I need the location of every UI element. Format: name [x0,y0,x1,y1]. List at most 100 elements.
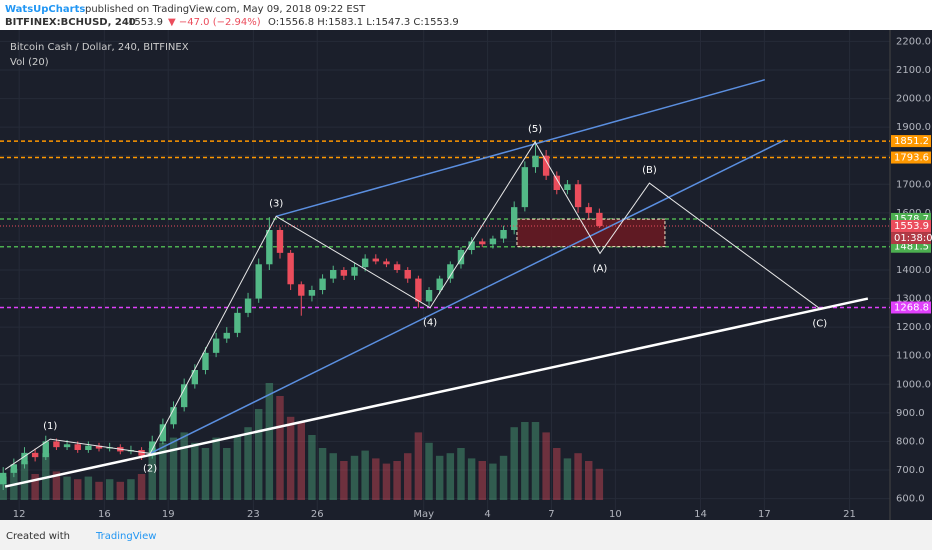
volume-bar [105,479,114,500]
candle-body [74,444,81,450]
volume-bar [20,461,29,500]
candle-body [202,352,209,370]
candle-body [479,241,486,245]
author[interactable]: WatsUpCharts [5,4,85,15]
x-tick-label: May [413,509,434,520]
candle-body [42,441,49,458]
volume-bar [276,396,284,500]
candle-body [542,155,550,176]
volume-bar [52,471,61,500]
y-tick-label: 600.0 [896,494,925,505]
y-tick-label: 1400.0 [896,265,931,276]
level-label: 1268.8 [894,302,929,313]
volume-bar [393,461,401,500]
candle-body [393,264,401,270]
level-label-bg [891,151,931,164]
y-tick-label: 2100.0 [896,65,931,76]
candle-body [436,278,443,290]
y-tick-label: 700.0 [896,465,925,476]
volume-bar [244,427,252,500]
volume-bar [159,442,167,500]
x-tick-label: 16 [98,509,111,520]
volume-bar [63,476,71,500]
volume-bar [478,461,486,500]
volume-bar [201,448,210,500]
last-price-label-bg [891,220,931,233]
candle-body [170,407,177,425]
volume-bar [233,435,242,500]
volume-bar [361,450,369,500]
volume-bar [297,422,306,500]
y-tick-label: 2200.0 [896,36,931,47]
x-tick-label: 23 [247,509,260,520]
candle-body [95,445,103,449]
volume-bar [116,481,125,500]
symbol: BITFINEX:BCHUSD, 240 [5,17,136,28]
volume-bar [595,468,604,500]
candle-body [138,450,145,456]
candle-body [340,270,348,276]
y-tick-label: 800.0 [896,436,925,447]
volume-bar [265,383,274,500]
volume-bar [329,453,337,500]
candle-body [287,252,294,285]
trendline [4,297,869,488]
volume-bar [212,437,220,500]
chart-bg [0,30,932,520]
candle-body [383,261,390,265]
volume-bar [382,463,391,500]
candle-body [532,155,539,168]
volume-bar [73,479,82,500]
volume-bar [308,435,316,500]
candle-body [415,278,422,302]
volume-bar [499,455,508,500]
candle-body [330,270,337,279]
volume-bar [467,458,476,500]
volume-bar [531,422,540,500]
volume-bar [191,442,199,500]
wave-label: (C) [812,319,827,330]
candle-body [585,207,592,213]
volume-bar [489,463,497,500]
x-tick-label: 7 [548,509,554,520]
footer-bar [0,520,932,550]
footer-brand[interactable]: TradingView [95,531,156,542]
candle-body [511,207,518,230]
level-label-bg [891,135,931,148]
candle-body [31,452,39,458]
wave-label: (5) [528,124,542,135]
candle-body [159,424,167,442]
volume-bar [553,448,561,500]
wave-path [4,141,821,470]
candle-body [244,298,252,313]
x-tick-label: 17 [758,509,771,520]
candle-body [425,290,433,302]
footer-created: Created with [6,531,70,542]
volume-bar [563,458,572,500]
candle-body [574,184,582,208]
volume-bar [404,453,412,500]
level-label-bg [891,301,931,314]
candle-body [53,441,60,448]
level-label: 1851.2 [894,136,929,147]
volume-bar [584,461,593,500]
level-label: 1481.5 [894,242,929,253]
volume-bar [95,481,103,500]
wave-label: (A) [593,263,608,274]
candle-body [447,264,454,279]
candle-body [21,452,28,465]
level-label: 1793.6 [894,153,929,164]
candle-body [191,370,199,385]
volume-bar [137,474,146,500]
volume-bar [127,479,135,500]
y-tick-label: 1100.0 [896,351,931,362]
volume-bar [180,432,188,500]
x-tick-label: 19 [162,509,175,520]
candle-body [361,258,369,268]
candle-body [180,384,188,408]
volume-label: Vol (20) [10,57,49,68]
volume-bar [254,409,263,500]
y-tick-label: 1300.0 [896,294,931,305]
y-tick-label: 1200.0 [896,322,931,333]
